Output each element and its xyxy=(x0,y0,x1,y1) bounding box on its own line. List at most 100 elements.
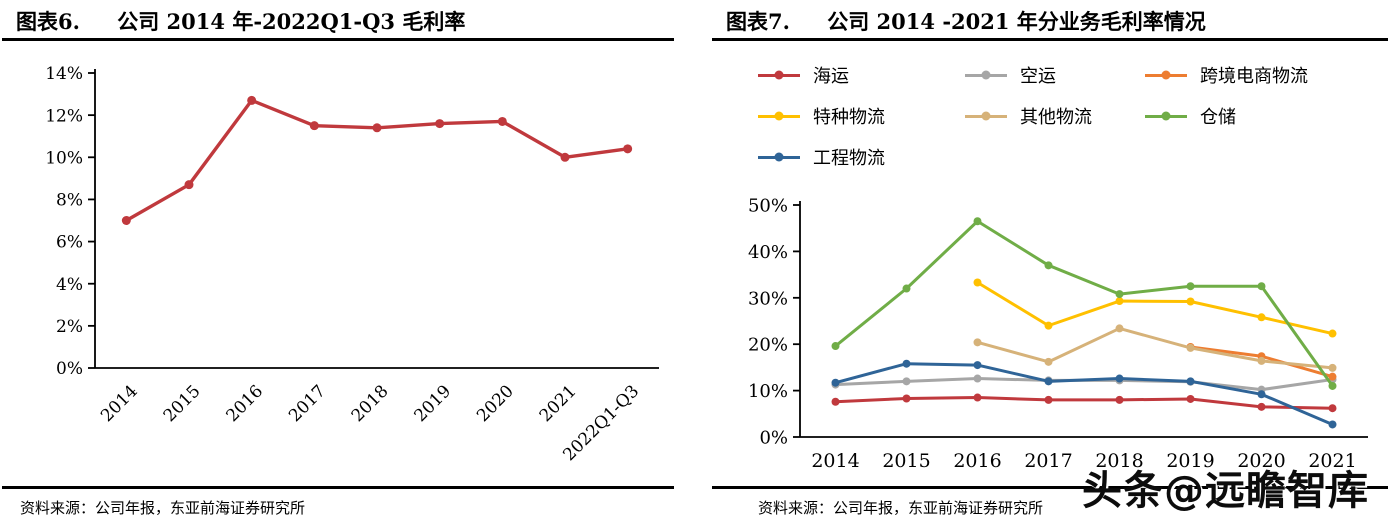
legend-item-特种物流: 特种物流 xyxy=(758,103,965,129)
series-其他物流 xyxy=(973,324,1337,372)
chart6-caption-title: 公司 2014 年-2022Q1-Q3 毛利率 xyxy=(117,9,466,34)
data-point-特种物流-2018 xyxy=(1115,297,1124,306)
data-point-仓储-2018 xyxy=(1115,290,1124,299)
data-point-工程物流-2014 xyxy=(831,378,840,387)
data-point-特种物流-2017 xyxy=(1044,321,1053,330)
chart6-header: 图表6. 公司 2014 年-2022Q1-Q3 毛利率 xyxy=(2,0,674,41)
data-point-跨境电商物流-2021 xyxy=(1328,372,1337,381)
chart6-panel: 图表6. 公司 2014 年-2022Q1-Q3 毛利率 0% 2% 4% 6% 8% 1… xyxy=(2,0,674,532)
data-point-海运-2015 xyxy=(902,394,911,403)
legend-label: 工程物流 xyxy=(813,148,885,169)
legend-line-marker-icon xyxy=(965,111,1007,122)
data-point-毛利率-2016 xyxy=(247,95,257,105)
chart7-ytick-label: 0% xyxy=(759,427,788,448)
chart6-xtick-label: 2016 xyxy=(222,381,267,426)
data-point-仓储-2019 xyxy=(1186,282,1195,291)
chart6-xtick-label: 2021 xyxy=(536,381,581,426)
legend-item-工程物流: 工程物流 xyxy=(758,144,965,170)
legend-label: 仓储 xyxy=(1200,107,1236,128)
data-point-海运-2018 xyxy=(1115,395,1124,404)
data-point-工程物流-2018 xyxy=(1115,374,1124,383)
data-point-毛利率-2018 xyxy=(372,123,382,133)
chart7-panel: 图表7. 公司 2014 -2021 年分业务毛利率情况 海运 空运 跨境电商物流特… xyxy=(712,0,1388,532)
data-point-海运-2016 xyxy=(973,393,982,402)
chart7-header: 图表7. 公司 2014 -2021 年分业务毛利率情况 xyxy=(712,0,1388,41)
chart6-ytick-label: 10% xyxy=(45,148,83,168)
chart7-xtick-label: 2020 xyxy=(1237,450,1285,472)
chart7-xtick-label: 2018 xyxy=(1095,450,1143,472)
data-point-其他物流-2016 xyxy=(973,338,982,347)
legend-label: 海运 xyxy=(813,66,849,87)
chart6-ytick-label: 12% xyxy=(45,106,83,126)
chart6-xtick-label: 2020 xyxy=(473,381,518,426)
chart6-ytick-label: 8% xyxy=(56,191,83,211)
legend-line-marker-icon xyxy=(758,152,800,163)
chart7-footer: 资料来源：公司年报，东亚前海证券研究所 xyxy=(712,486,1388,518)
data-point-工程物流-2015 xyxy=(902,359,911,368)
chart7-ytick-label: 50% xyxy=(748,195,788,216)
data-point-其他物流-2017 xyxy=(1044,357,1053,366)
data-point-其他物流-2018 xyxy=(1115,324,1124,333)
chart6-ytick-label: 0% xyxy=(56,359,83,379)
data-point-仓储-2021 xyxy=(1328,381,1337,390)
chart6-ytick-label: 2% xyxy=(56,317,83,337)
data-point-毛利率-2020 xyxy=(497,116,507,126)
series-工程物流 xyxy=(831,359,1337,429)
toutiao-watermark: 头条@远瞻智库 xyxy=(1082,468,1369,514)
chart6-caption-number: 图表6. xyxy=(16,9,80,34)
legend-item-跨境电商物流: 跨境电商物流 xyxy=(1145,62,1378,88)
data-point-工程物流-2021 xyxy=(1328,420,1337,429)
data-point-其他物流-2021 xyxy=(1328,363,1337,372)
data-point-其他物流-2020 xyxy=(1257,356,1266,365)
chart6-ytick-label: 6% xyxy=(56,233,83,253)
chart6-ytick-label: 4% xyxy=(56,275,83,295)
data-point-海运-2014 xyxy=(831,397,840,406)
chart6-xtick-label: 2019 xyxy=(410,381,455,426)
legend-line-marker-icon xyxy=(1145,70,1187,81)
data-point-其他物流-2019 xyxy=(1186,343,1195,352)
data-point-空运-2015 xyxy=(902,377,911,386)
data-point-仓储-2014 xyxy=(831,342,840,351)
chart7-xtick-label: 2014 xyxy=(811,450,859,472)
chart6-xtick-label: 2017 xyxy=(285,381,330,426)
chart7-ytick-label: 30% xyxy=(748,288,788,309)
chart6-footer: 资料来源：公司年报，东亚前海证券研究所 xyxy=(2,486,674,518)
data-point-海运-2019 xyxy=(1186,394,1195,403)
chart6-ytick-label: 14% xyxy=(45,64,83,84)
chart7-xtick-label: 2016 xyxy=(953,450,1001,472)
data-point-工程物流-2016 xyxy=(973,361,982,370)
chart6-xtick-label: 2015 xyxy=(160,381,205,426)
data-point-特种物流-2016 xyxy=(973,278,982,287)
data-point-特种物流-2021 xyxy=(1328,329,1337,338)
chart6-xtick-label: 2014 xyxy=(97,381,142,426)
data-point-毛利率-2019 xyxy=(435,119,445,129)
chart7-legend: 海运 空运 跨境电商物流特种物流 其他物流 仓储工程物流 xyxy=(758,62,1378,170)
chart6-plot-area: 0% 2% 4% 6% 8% 10% 12% 14% 2014 2015 2016 2017 2018 2… xyxy=(2,42,674,486)
legend-item-空运: 空运 xyxy=(965,62,1145,88)
data-point-毛利率-2017 xyxy=(309,121,319,131)
chart7-xtick-label: 2021 xyxy=(1308,450,1356,472)
chart7-caption-number: 图表7. xyxy=(726,9,790,34)
legend-label: 空运 xyxy=(1020,66,1056,87)
data-point-仓储-2015 xyxy=(902,284,911,293)
chart7-axes xyxy=(793,201,1368,438)
legend-label: 特种物流 xyxy=(813,107,885,128)
data-point-特种物流-2019 xyxy=(1186,297,1195,306)
data-point-毛利率-2014 xyxy=(121,216,131,225)
chart7-caption-title: 公司 2014 -2021 年分业务毛利率情况 xyxy=(827,9,1206,34)
data-point-仓储-2020 xyxy=(1257,282,1266,291)
data-point-工程物流-2017 xyxy=(1044,377,1053,386)
data-point-海运-2020 xyxy=(1257,402,1266,411)
data-point-毛利率-2022Q1-Q3 xyxy=(623,144,633,154)
chart7-xtick-label: 2019 xyxy=(1166,450,1214,472)
series-特种物流 xyxy=(973,278,1337,338)
chart7-canvas: 0% 10% 20% 30% 40% 50% 2014 2015 2016 2017 2018 201… xyxy=(748,195,1368,472)
legend-label: 其他物流 xyxy=(1020,107,1092,128)
chart7-source-text: 资料来源：公司年报，东亚前海证券研究所 xyxy=(758,499,1044,517)
chart6-source-text: 资料来源：公司年报，东亚前海证券研究所 xyxy=(20,499,306,517)
data-point-空运-2016 xyxy=(973,374,982,383)
data-point-仓储-2017 xyxy=(1044,261,1053,270)
legend-item-海运: 海运 xyxy=(758,62,965,88)
data-point-毛利率-2015 xyxy=(184,180,194,190)
